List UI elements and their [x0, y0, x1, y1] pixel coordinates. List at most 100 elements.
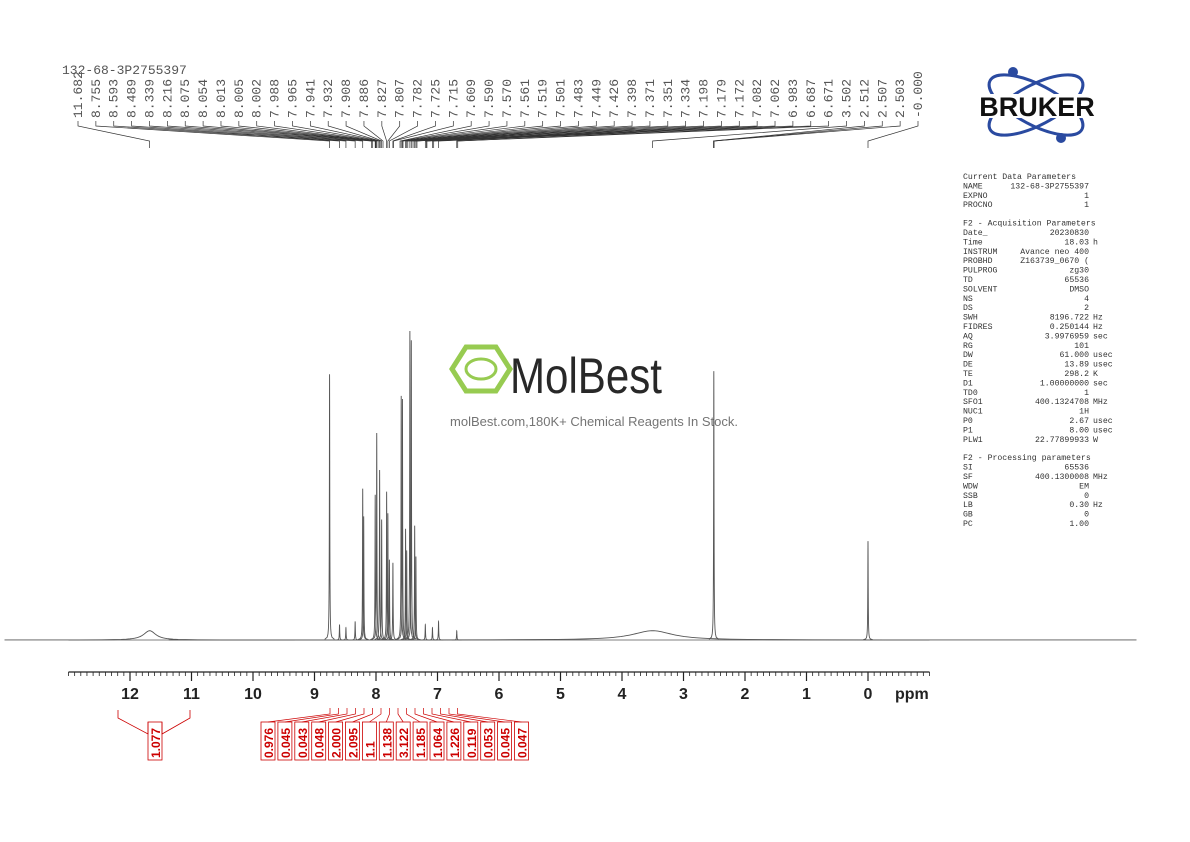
x-tick-label: 7: [433, 686, 442, 703]
integral-label: 1.1: [363, 741, 377, 758]
logo-backing: [958, 94, 1116, 118]
param-value: Avance neo 400: [1020, 248, 1089, 257]
peak-label: 7.782: [411, 79, 426, 118]
param-key: PLW1: [963, 436, 983, 445]
peak-label: 7.082: [750, 79, 765, 118]
param-value: 8.00: [1069, 426, 1089, 435]
peak-leader: [426, 121, 740, 148]
param-unit: sec: [1093, 379, 1108, 388]
watermark: MolBest molBest.com,180K+ Chemical Reage…: [449, 344, 738, 429]
peak-label: 8.339: [142, 79, 157, 118]
param-key: NUC1: [963, 408, 983, 417]
spectrum-peak: [341, 626, 351, 641]
integral-connector: [457, 708, 522, 723]
spectrum-peak: [370, 494, 381, 641]
spectrum-peak: [708, 371, 719, 640]
x-tick-label: 6: [495, 686, 504, 703]
peak-label: 7.886: [357, 79, 372, 118]
spectrum-peak: [384, 559, 395, 641]
integral-label: 1.185: [414, 728, 428, 758]
spectrum-peak: [427, 626, 438, 641]
x-tick-label: 10: [244, 686, 262, 703]
sample-name: 132-68-3P2755397: [62, 63, 187, 78]
peak-leader: [345, 121, 383, 148]
peak-leader: [433, 121, 776, 148]
param-value: EM: [1079, 482, 1089, 491]
peak-leader: [414, 121, 651, 148]
param-unit: Hz: [1093, 323, 1103, 332]
peak-leader: [457, 121, 829, 148]
integral-label: 3.122: [397, 728, 411, 758]
param-value: 65536: [1064, 464, 1089, 473]
peak-leader: [184, 121, 372, 148]
integral-connector: [431, 708, 471, 723]
spectrum-peak: [168, 630, 1137, 641]
param-value: 1: [1084, 201, 1089, 210]
integral-label: 1.138: [380, 728, 394, 758]
param-key: TD: [963, 276, 973, 285]
peak-leader: [438, 121, 794, 148]
param-value: 1: [1084, 192, 1089, 201]
param-unit: MHz: [1093, 398, 1108, 407]
peak-leader: [412, 121, 633, 148]
peak-label: 7.725: [428, 79, 443, 118]
peak-label: 2.512: [857, 79, 872, 118]
param-key: P1: [963, 426, 973, 435]
peak-label: 8.054: [196, 79, 211, 118]
spectrum-peak: [382, 513, 393, 641]
section-title: F2 - Processing parameters: [963, 453, 1091, 463]
integral-connector: [301, 708, 348, 723]
peak-leader: [327, 121, 381, 148]
param-key: SI: [963, 464, 973, 473]
peak-label: 7.988: [268, 79, 283, 118]
peak-leader: [131, 121, 347, 148]
integral-connector: [369, 708, 382, 723]
peak-label: 7.941: [303, 79, 318, 118]
integral-label: 0.048: [313, 728, 327, 758]
spectrum-peak: [371, 432, 382, 640]
param-key: NS: [963, 295, 973, 304]
param-value: 61.000: [1060, 351, 1090, 360]
peak-label: 8.005: [232, 79, 247, 118]
param-key: RG: [963, 342, 973, 351]
integral-connector: [267, 708, 331, 723]
peak-label: 7.908: [339, 79, 354, 118]
param-unit: Hz: [1093, 501, 1103, 510]
peak-label: 7.827: [375, 79, 390, 118]
param-value: 8196.722: [1050, 314, 1089, 323]
param-value: 22.77899933: [1035, 436, 1089, 445]
param-key: DS: [963, 304, 973, 313]
param-key: P0: [963, 417, 973, 426]
spectrum-peak: [357, 488, 368, 641]
spectrum-peak: [374, 470, 385, 640]
param-key: INSTRUM: [963, 248, 997, 257]
integral-label: 0.976: [262, 728, 276, 758]
param-unit: h: [1093, 237, 1098, 247]
param-key: TD0: [963, 389, 978, 398]
peak-label: 7.501: [554, 79, 569, 118]
peak-label: 6.687: [804, 79, 819, 118]
peak-label: 8.755: [89, 79, 104, 118]
peak-leader: [456, 121, 812, 148]
peak-leader: [392, 121, 436, 148]
param-value: 13.89: [1064, 361, 1089, 370]
param-key: GB: [963, 511, 973, 520]
watermark-ring: [464, 357, 498, 381]
spectrum-peak: [397, 398, 408, 640]
peak-label: 7.570: [500, 79, 515, 118]
param-value: 2.67: [1069, 417, 1089, 426]
param-unit: usec: [1093, 417, 1113, 426]
peak-leader: [292, 121, 379, 148]
spectrum-peak: [334, 624, 345, 641]
param-value: 2: [1084, 304, 1089, 313]
peak-leader: [400, 121, 490, 148]
param-value: 3.9976959: [1045, 332, 1089, 341]
integral-label: 1.226: [448, 728, 462, 758]
integral-connector: [284, 708, 339, 723]
param-key: PROCNO: [963, 201, 993, 210]
peak-label: 7.351: [661, 79, 676, 118]
integral-label: 2.000: [330, 728, 344, 758]
peak-label: 7.449: [589, 79, 604, 118]
